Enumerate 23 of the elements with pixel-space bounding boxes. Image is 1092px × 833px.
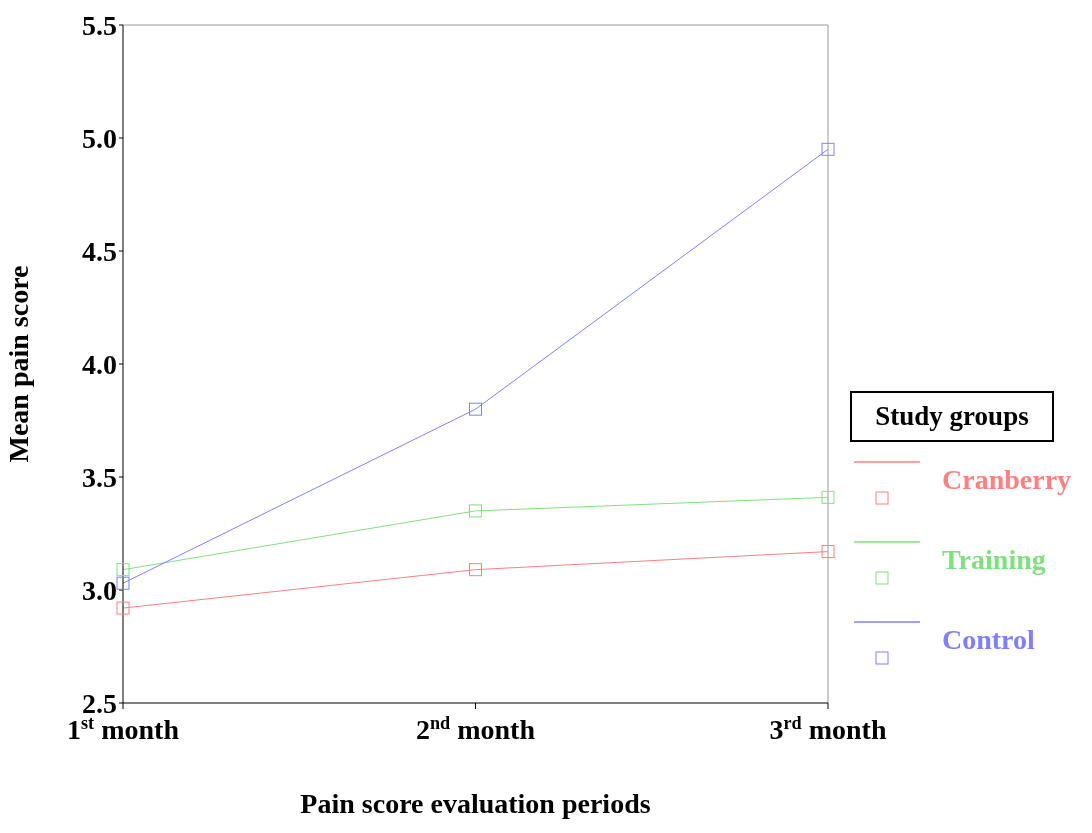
point [821,142,835,156]
y-tick-label: 4.0 [82,348,117,380]
y-axis-title: Mean pain score [2,265,34,463]
point [469,402,482,416]
x-axis-title: Pain score evaluation periods [300,788,651,819]
y-tick-label: 5.0 [82,122,117,154]
x-tick-label: 2$^{nd}$ month [415,713,536,745]
y-tick-label: 5.5 [82,9,117,41]
x-tick-label: 3$^{rd}$ month [769,713,887,745]
y-tick-label: 3.0 [82,574,117,606]
y-tick-label: 4.5 [82,235,117,267]
point [469,504,482,518]
legend-title: Study groups [850,391,1054,442]
point [116,563,130,577]
point [821,545,835,559]
point [469,563,482,577]
legend-label: Training [942,544,1046,576]
legend-label: Cranberry [942,464,1072,496]
legend-label: Control [942,624,1035,656]
point [116,601,130,615]
point [116,576,130,590]
y-tick-label: 3.5 [82,461,117,493]
point [821,490,835,504]
